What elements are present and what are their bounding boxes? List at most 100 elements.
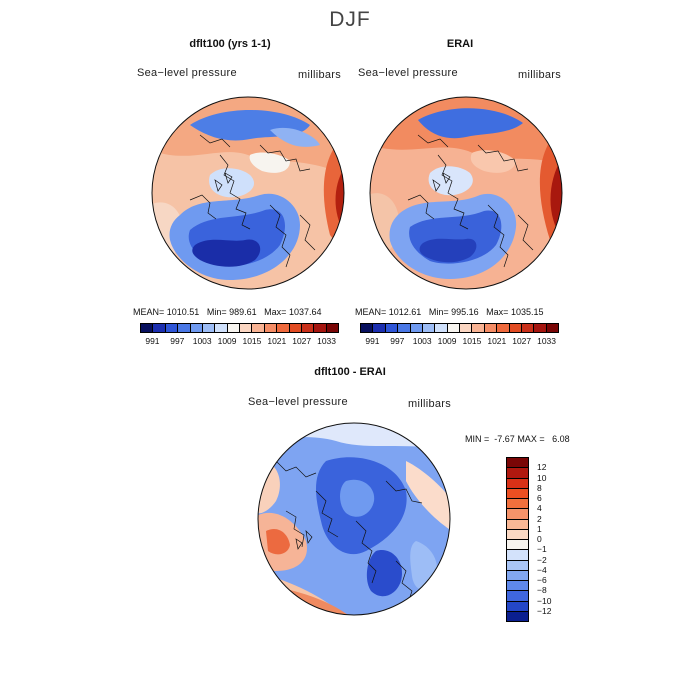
colorbar-swatch	[507, 458, 528, 468]
obs-colorbar-ticks: 991 997 1003 1009 1015 1021 1027 1033	[360, 336, 559, 348]
colorbar-swatch	[384, 324, 398, 332]
colorbar-tick-label: −6	[537, 575, 547, 585]
model-max-value: 1037.64	[288, 307, 322, 317]
colorbar-swatch	[459, 324, 472, 332]
obs-mean-value: 1012.61	[388, 307, 422, 317]
colorbar-swatch	[141, 324, 153, 332]
colorbar-tick-label: 1009	[217, 336, 237, 346]
colorbar-swatch	[507, 508, 528, 519]
colorbar-tick-label: 1003	[192, 336, 212, 346]
colorbar-tick-label: 997	[390, 336, 405, 346]
colorbar-swatch	[372, 324, 385, 332]
diff-polar-map	[257, 422, 451, 616]
obs-units-label: millibars	[518, 69, 562, 81]
colorbar-swatch	[507, 467, 528, 478]
colorbar-tick-label: 10	[537, 472, 547, 483]
obs-mean-stat: MEAN= 1012.61	[355, 307, 421, 317]
model-panel-title: dflt100 (yrs 1-1)	[189, 38, 271, 50]
colorbar-swatch	[251, 324, 264, 332]
obs-colorbar	[360, 323, 559, 333]
colorbar-swatch	[409, 324, 422, 332]
diff-max-value: 6.08	[552, 434, 570, 444]
obs-max-value: 1035.15	[510, 307, 544, 317]
obs-variable-label: Sea−level pressure	[358, 67, 458, 79]
colorbar-tick-label: 997	[170, 336, 185, 346]
diff-units-label: millibars	[408, 398, 452, 410]
model-max-stat: Max= 1037.64	[264, 307, 321, 317]
colorbar-swatch	[300, 324, 314, 332]
colorbar-swatch	[164, 324, 178, 332]
diff-colorbar	[506, 457, 529, 622]
model-min-label: Min=	[206, 307, 227, 317]
colorbar-tick-label: 1027	[512, 336, 532, 346]
model-colorbar-ticks: 991 997 1003 1009 1015 1021 1027 1033	[140, 336, 339, 348]
colorbar-tick-label: 1021	[267, 336, 287, 346]
colorbar-tick-label: 0	[537, 534, 542, 544]
colorbar-swatch	[288, 324, 301, 332]
colorbar-tick-label: 1021	[487, 336, 507, 346]
colorbar-tick-label: −10	[537, 595, 552, 606]
diff-min-label: MIN =	[465, 434, 490, 444]
diff-panel-title: dflt100 - ERAI	[314, 366, 386, 378]
obs-max-label: Max=	[486, 307, 509, 317]
colorbar-tick-label: 991	[365, 336, 380, 346]
obs-max-stat: Max= 1035.15	[486, 307, 543, 317]
diff-max-label: MAX =	[517, 434, 545, 444]
colorbar-swatch	[545, 324, 558, 332]
colorbar-swatch	[201, 324, 215, 332]
colorbar-tick-label: 6	[537, 493, 542, 503]
colorbar-swatch	[507, 549, 528, 560]
colorbar-swatch	[507, 498, 528, 509]
model-polar-map	[151, 96, 345, 290]
colorbar-swatch	[520, 324, 534, 332]
model-stats-line: MEAN= 1010.51 Min= 989.61 Max= 1037.64	[133, 307, 322, 317]
colorbar-tick-label: 1	[537, 523, 542, 534]
colorbar-tick-label: −2	[537, 554, 547, 565]
model-min-value: 989.61	[229, 307, 257, 317]
colorbar-tick-label: −12	[537, 605, 552, 616]
colorbar-swatch	[507, 539, 528, 550]
colorbar-tick-label: 1033	[537, 336, 557, 346]
colorbar-swatch	[313, 324, 326, 332]
colorbar-tick-label: 991	[145, 336, 160, 346]
colorbar-swatch	[507, 569, 528, 580]
obs-min-label: Min=	[428, 307, 449, 317]
colorbar-swatch	[214, 324, 227, 332]
diff-variable-label: Sea−level pressure	[248, 396, 348, 408]
colorbar-swatch	[226, 324, 239, 332]
diff-colorbar-ticks: 12 10 8 6 4 2 1 0 −1 −2 −4 −6 −8 −10 −12	[537, 457, 577, 621]
colorbar-tick-label: 2	[537, 513, 542, 524]
colorbar-swatch	[507, 610, 528, 621]
obs-mean-label: MEAN=	[355, 307, 387, 317]
colorbar-swatch	[507, 559, 528, 570]
model-units-label: millibars	[298, 69, 342, 81]
colorbar-swatch	[533, 324, 546, 332]
colorbar-swatch	[189, 324, 202, 332]
colorbar-swatch	[483, 324, 497, 332]
colorbar-tick-label: −4	[537, 564, 547, 575]
colorbar-tick-label: 8	[537, 482, 542, 493]
colorbar-tick-label: 1033	[317, 336, 337, 346]
colorbar-swatch	[446, 324, 459, 332]
colorbar-swatch	[507, 487, 528, 498]
model-min-stat: Min= 989.61	[207, 307, 257, 317]
model-mean-value: 1010.51	[166, 307, 200, 317]
model-variable-label: Sea−level pressure	[137, 67, 237, 79]
colorbar-swatch	[507, 477, 528, 488]
colorbar-swatch	[421, 324, 435, 332]
colorbar-tick-label: 1003	[412, 336, 432, 346]
colorbar-tick-label: 1027	[292, 336, 312, 346]
colorbar-swatch	[152, 324, 165, 332]
obs-panel-title: ERAI	[446, 38, 474, 50]
figure-title: DJF	[329, 8, 371, 31]
colorbar-tick-label: 1009	[437, 336, 457, 346]
colorbar-swatch	[507, 580, 528, 591]
colorbar-tick-label: 1015	[242, 336, 262, 346]
colorbar-swatch	[276, 324, 289, 332]
obs-polar-map	[369, 96, 563, 290]
colorbar-swatch	[496, 324, 509, 332]
obs-min-stat: Min= 995.16	[429, 307, 479, 317]
colorbar-tick-label: 4	[537, 503, 542, 514]
model-mean-label: MEAN=	[133, 307, 165, 317]
colorbar-tick-label: 1015	[462, 336, 482, 346]
